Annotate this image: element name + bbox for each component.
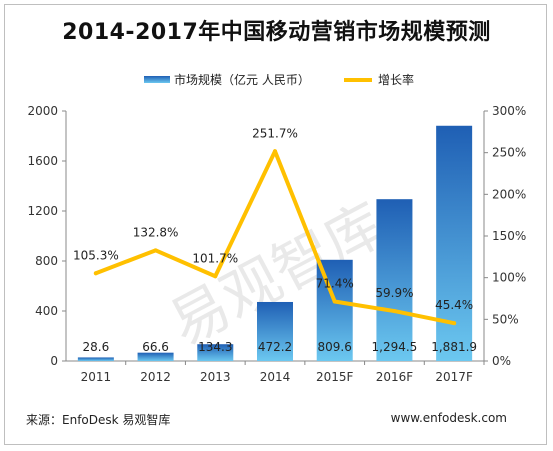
bar	[197, 344, 234, 361]
bar	[257, 301, 293, 361]
bar-value-label: 134.3	[198, 340, 232, 354]
x-tick-label: 2012	[140, 370, 171, 384]
y-left-tick-label: 800	[35, 254, 58, 268]
y-right-tick-label: 100%	[492, 271, 526, 285]
bar-value-label: 66.6	[142, 340, 169, 354]
line-value-label: 251.7%	[252, 126, 298, 140]
line-value-label: 101.7%	[192, 251, 238, 265]
y-right-tick-label: 50%	[492, 312, 519, 326]
line-point	[93, 271, 98, 276]
bar-value-label: 28.6	[82, 340, 109, 354]
line-point	[392, 309, 397, 314]
bar	[137, 352, 174, 361]
line-point	[153, 248, 158, 253]
x-tick-label: 2011	[81, 370, 112, 384]
legend-bar-label: 市场规模（亿元 人民币）	[174, 72, 310, 87]
x-tick-label: 2014	[260, 370, 291, 384]
line-point	[213, 274, 218, 279]
line-value-label: 105.3%	[73, 248, 119, 262]
bar-value-label: 1,294.5	[372, 340, 418, 354]
source-url: www.enfodesk.com	[390, 411, 507, 425]
legend-line-label: 增长率	[378, 72, 414, 87]
bar-value-label: 1,881.9	[431, 340, 477, 354]
bar-value-label: 809.6	[318, 340, 352, 354]
line-point	[452, 321, 457, 326]
y-right-tick-label: 0%	[492, 354, 511, 368]
bar	[376, 199, 413, 361]
line-value-label: 59.9%	[375, 286, 413, 300]
line-point	[332, 299, 337, 304]
y-left-tick-label: 0	[50, 354, 58, 368]
bar	[77, 357, 114, 361]
line-point	[273, 149, 277, 154]
y-right-tick-label: 250%	[492, 146, 526, 160]
y-right-tick-label: 300%	[492, 104, 526, 118]
y-right-tick-label: 200%	[492, 187, 526, 201]
x-tick-label: 2016F	[376, 370, 414, 384]
y-left-tick-label: 1200	[27, 204, 58, 218]
y-left-tick-label: 2000	[27, 104, 58, 118]
legend-bar-swatch	[144, 76, 170, 83]
line-value-label: 45.4%	[435, 298, 473, 312]
x-tick-label: 2017F	[435, 370, 473, 384]
bar-value-label: 472.2	[258, 340, 292, 354]
y-left-tick-label: 400	[35, 304, 58, 318]
line-value-label: 132.8%	[133, 225, 179, 239]
chart-title: 2014-2017年中国移动营销市场规模预测	[62, 20, 491, 45]
y-left-tick-label: 1600	[27, 154, 58, 168]
line-value-label: 71.4%	[316, 277, 354, 291]
bar	[436, 125, 473, 361]
y-right-tick-label: 150%	[492, 229, 526, 243]
source-note: 来源：EnfoDesk 易观智库	[26, 413, 171, 427]
x-tick-label: 2013	[200, 370, 231, 384]
x-tick-label: 2015F	[316, 370, 354, 384]
